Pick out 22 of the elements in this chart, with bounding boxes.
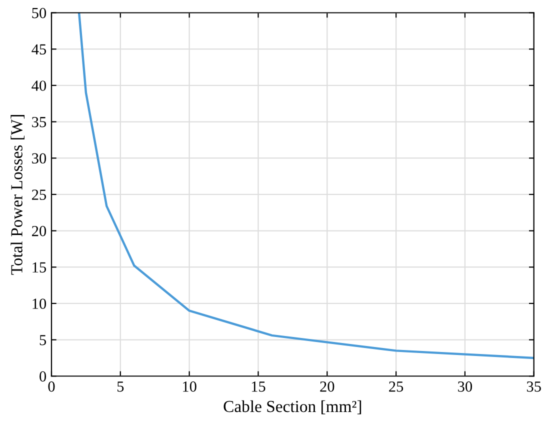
line-series [78,12,534,360]
y-tick-label: 15 [32,262,46,273]
y-tick-label: 5 [40,335,46,346]
y-tick-label: 50 [32,8,46,18]
x-tick-label: 15 [252,382,266,392]
y-tick-label: 25 [32,190,46,200]
y-tick-label: 10 [32,298,46,309]
y-tick-label: 20 [32,226,46,236]
x-tick-label: 0 [48,381,55,392]
x-tick-label: 25 [389,381,404,392]
y-tick-label: 0 [40,371,46,382]
x-tick-label: 35 [526,381,541,392]
x-axis-title: Cable Section [mm²] [224,400,362,414]
x-tick-label: 10 [183,381,196,392]
y-tick-label: 45 [32,44,46,55]
y-axis-title: Total Power Losses [W] [10,115,24,275]
y-tick-label: 30 [32,153,46,164]
y-tick-label: 40 [32,80,46,91]
x-tick-label: 20 [320,381,334,392]
y-tick-label: 35 [32,116,46,128]
x-tick-label: 5 [117,382,124,392]
x-tick-label: 30 [458,381,472,392]
